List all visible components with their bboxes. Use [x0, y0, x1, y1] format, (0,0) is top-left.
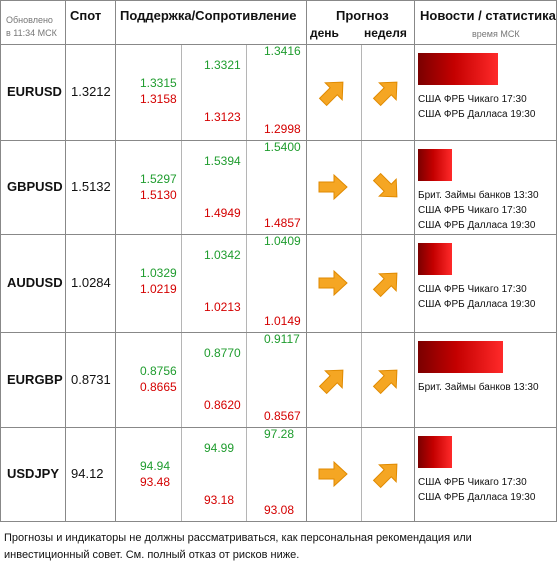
- row-divider: [0, 332, 557, 333]
- table-border-left: [0, 0, 1, 522]
- table-row: USDJPY 94.12 94.94 93.48 94.99 93.18 97.28 93.0…: [0, 427, 557, 521]
- news-item[interactable]: США ФРБ Чикаго 17:30: [418, 205, 527, 216]
- currency-pair-label: EURUSD: [7, 84, 62, 99]
- news-importance-bar: [418, 149, 452, 181]
- news-item[interactable]: Брит. Займы банков 13:30: [418, 382, 539, 393]
- forecast-day-arrow-icon: [316, 75, 350, 109]
- currency-pair-label: AUDUSD: [7, 275, 63, 290]
- support-value: 0.9117: [264, 332, 300, 346]
- forecast-week-arrow-icon: [370, 457, 404, 491]
- support-value: 1.0342: [204, 248, 241, 262]
- updated-label: Обновлено: [6, 15, 53, 25]
- resistance-value: 1.5130: [140, 188, 177, 202]
- row-divider: [0, 140, 557, 141]
- forecast-week-arrow-icon: [370, 266, 404, 300]
- column-divider: [361, 44, 362, 522]
- support-value: 1.0329: [140, 266, 177, 280]
- news-header: Новости / статистика: [420, 8, 556, 23]
- resistance-value: 1.4949: [204, 206, 241, 220]
- table-row: GBPUSD 1.5132 1.5297 1.5130 1.5394 1.4949 1.54…: [0, 140, 557, 234]
- table-row: AUDUSD 1.0284 1.0329 1.0219 1.0342 1.0213 1.04…: [0, 234, 557, 332]
- table-border-bottom: [0, 521, 557, 522]
- disclaimer-text: Прогнозы и индикаторы не должны рассматр…: [4, 532, 472, 561]
- forecast-week-arrow-icon: [370, 75, 404, 109]
- resistance-value: 1.0213: [204, 300, 241, 314]
- resistance-value: 0.8665: [140, 380, 177, 394]
- forecast-day-arrow-icon: [316, 170, 350, 204]
- resistance-value: 1.3123: [204, 110, 241, 124]
- support-value: 1.5394: [204, 154, 241, 168]
- column-divider: [65, 0, 66, 522]
- column-divider: [115, 0, 116, 522]
- resistance-value: 1.0149: [264, 314, 301, 328]
- resistance-value: 1.4857: [264, 216, 301, 230]
- forecast-day-arrow-icon: [316, 457, 350, 491]
- support-value: 94.94: [140, 459, 171, 473]
- news-item[interactable]: США ФРБ Далласа 19:30: [418, 299, 536, 310]
- forecast-day-arrow-icon: [316, 363, 350, 397]
- header-divider: [0, 44, 557, 45]
- resistance-value: 1.2998: [264, 122, 301, 136]
- row-divider: [0, 427, 557, 428]
- support-value: 94.99: [204, 441, 235, 455]
- week-header: неделя: [364, 26, 407, 40]
- msk-time-label: время МСК: [472, 29, 520, 39]
- resistance-value: 93.08: [264, 503, 295, 517]
- support-value: 0.8770: [204, 346, 241, 360]
- news-item[interactable]: США ФРБ Далласа 19:30: [418, 220, 536, 231]
- column-divider: [181, 44, 182, 522]
- support-value: 97.28: [264, 427, 295, 441]
- support-value: 1.5297: [140, 172, 177, 186]
- column-divider: [246, 44, 247, 522]
- support-value: 1.3416: [264, 44, 301, 58]
- news-item[interactable]: США ФРБ Далласа 19:30: [418, 109, 536, 120]
- support-value: 1.3315: [140, 76, 177, 90]
- spot-price: 1.5132: [71, 179, 111, 194]
- news-item[interactable]: США ФРБ Чикаго 17:30: [418, 94, 527, 105]
- support-value: 1.0409: [264, 234, 301, 248]
- support-resistance-header: Поддержка/Сопротивление: [120, 8, 297, 23]
- currency-pair-label: EURGBP: [7, 372, 63, 387]
- news-importance-bar: [418, 341, 503, 373]
- spot-price: 1.0284: [71, 275, 111, 290]
- forecast-week-arrow-icon: [370, 170, 404, 204]
- news-importance-bar: [418, 243, 452, 275]
- news-importance-bar: [418, 53, 498, 85]
- resistance-value: 1.0219: [140, 282, 177, 296]
- spot-price: 0.8731: [71, 372, 111, 387]
- news-item[interactable]: США ФРБ Чикаго 17:30: [418, 477, 527, 488]
- table-border-top: [0, 0, 557, 1]
- table-row: EURUSD 1.3212 1.3315 1.3158 1.3321 1.3123 1.34…: [0, 44, 557, 140]
- updated-time: в 11:34 МСК: [6, 28, 57, 38]
- news-item[interactable]: США ФРБ Чикаго 17:30: [418, 284, 527, 295]
- forecast-header: Прогноз: [336, 8, 389, 23]
- forecast-week-arrow-icon: [370, 363, 404, 397]
- news-item[interactable]: Брит. Займы банков 13:30: [418, 190, 539, 201]
- spot-price: 94.12: [71, 466, 104, 481]
- support-value: 1.5400: [264, 140, 301, 154]
- table-row: EURGBP 0.8731 0.8756 0.8665 0.8770 0.8620 0.91…: [0, 332, 557, 427]
- support-value: 1.3321: [204, 58, 241, 72]
- column-divider: [306, 0, 307, 522]
- resistance-value: 0.8567: [264, 409, 301, 423]
- spot-header: Спот: [70, 8, 102, 23]
- currency-pair-label: USDJPY: [7, 466, 60, 481]
- news-item[interactable]: США ФРБ Далласа 19:30: [418, 492, 536, 503]
- news-importance-bar: [418, 436, 452, 468]
- currency-pair-label: GBPUSD: [7, 179, 63, 194]
- resistance-value: 93.18: [204, 493, 235, 507]
- resistance-value: 0.8620: [204, 398, 241, 412]
- row-divider: [0, 234, 557, 235]
- column-divider: [414, 0, 415, 522]
- resistance-value: 93.48: [140, 475, 171, 489]
- support-value: 0.8756: [140, 364, 177, 378]
- forex-table: Обновлено в 11:34 МСК Спот Поддержка/Соп…: [0, 0, 557, 522]
- spot-price: 1.3212: [71, 84, 111, 99]
- resistance-value: 1.3158: [140, 92, 177, 106]
- forecast-day-arrow-icon: [316, 266, 350, 300]
- day-header: день: [310, 26, 339, 40]
